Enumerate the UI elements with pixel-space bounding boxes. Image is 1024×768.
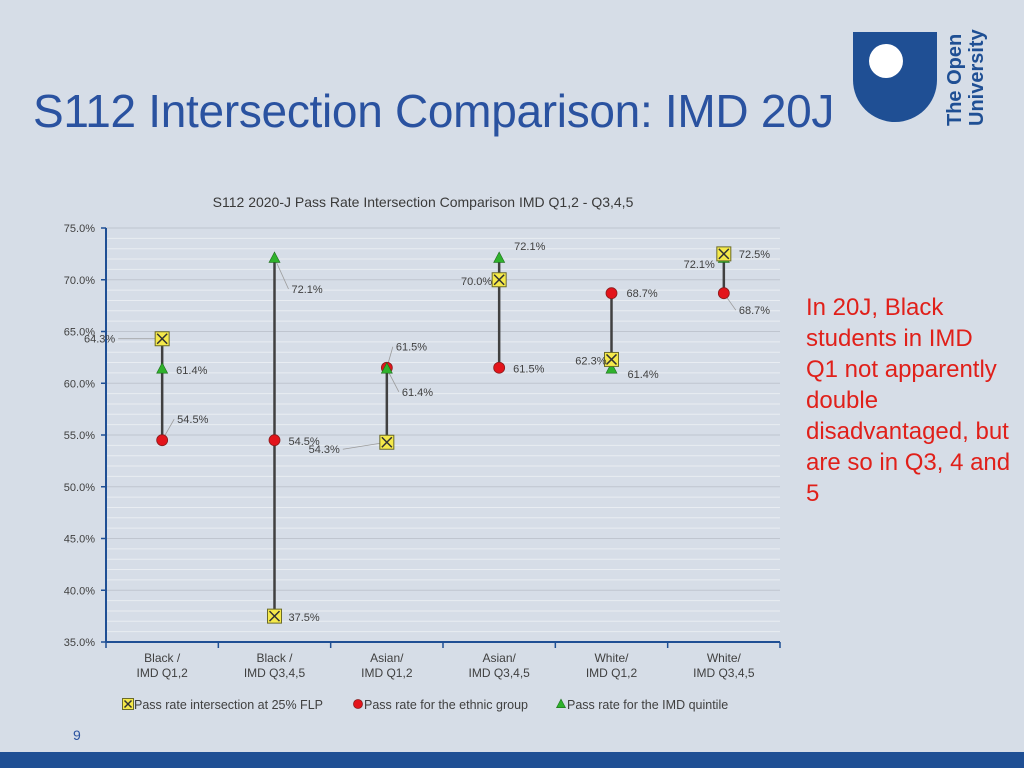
pass-rate-chart: S112 2020-J Pass Rate Intersection Compa… — [64, 194, 781, 712]
ethnic-group-marker — [156, 434, 169, 447]
chart-title: S112 2020-J Pass Rate Intersection Compa… — [213, 194, 634, 210]
chart-gridlines — [106, 227, 780, 633]
imd-quintile-marker — [156, 362, 169, 374]
intersection-marker — [604, 351, 619, 367]
ethnic-group-marker — [717, 287, 730, 300]
marker-x — [156, 333, 168, 345]
ethnic-group-marker — [605, 287, 618, 300]
data-label: 61.5% — [396, 342, 427, 354]
marker-x — [605, 353, 618, 365]
intersection-marker — [267, 608, 282, 624]
imd-quintile-marker — [268, 251, 281, 263]
x-category-label: IMD Q3,4,5 — [693, 666, 755, 680]
legend-label: Pass rate for the IMD quintile — [567, 698, 728, 712]
legend-label: Pass rate intersection at 25% FLP — [134, 698, 323, 712]
page-number: 9 — [73, 727, 81, 743]
x-category-label: IMD Q3,4,5 — [468, 666, 530, 680]
marker-x — [493, 274, 505, 286]
data-label: 54.5% — [289, 436, 320, 448]
slide-title: S112 Intersection Comparison: IMD 20J — [33, 85, 835, 137]
marker-x — [381, 436, 393, 448]
ethnic-group-marker — [493, 361, 506, 374]
data-label: 68.7% — [739, 305, 770, 317]
legend-label: Pass rate for the ethnic group — [364, 698, 528, 712]
x-category-label: Black / — [144, 651, 181, 665]
y-tick-label: 45.0% — [64, 534, 95, 546]
marker-x — [718, 248, 730, 260]
x-category-label: White/ — [594, 651, 629, 665]
intersection-marker — [379, 434, 395, 450]
chart-axes: 75.0% 70.0% 65.0% 60.0% 55.0% 50.0% 45.0% 40.0%… — [64, 223, 781, 680]
imd-quintile-marker — [605, 362, 618, 374]
label-leader-line — [274, 257, 289, 290]
chart-legend: Pass rate intersection at 25% FLP Pass ra… — [122, 698, 728, 712]
y-tick-label: 55.0% — [64, 430, 95, 442]
data-label: 72.5% — [739, 249, 770, 261]
data-label: 61.4% — [628, 369, 659, 381]
data-label: 61.5% — [513, 364, 544, 376]
y-tick-label: 70.0% — [64, 275, 95, 287]
x-category-label: IMD Q1,2 — [136, 666, 188, 680]
ethnic-group-marker — [268, 434, 281, 447]
y-tick-label: 75.0% — [64, 223, 95, 235]
data-label: 64.3% — [84, 334, 115, 346]
data-label: 37.5% — [289, 612, 320, 624]
data-label: 72.1% — [684, 259, 715, 271]
imd-quintile-marker — [493, 251, 506, 263]
marker-x — [268, 610, 281, 622]
intersection-marker — [716, 246, 732, 262]
data-label: 54.3% — [309, 444, 340, 456]
data-label: 72.1% — [292, 284, 323, 296]
chart-marks — [154, 246, 732, 624]
callout-text: In 20J, Black students in IMD Q1 not app… — [806, 294, 1011, 507]
x-category-label: IMD Q1,2 — [586, 666, 638, 680]
x-category-label: IMD Q1,2 — [361, 666, 413, 680]
y-tick-label: 40.0% — [64, 585, 95, 597]
footer-bar — [0, 752, 1024, 768]
x-category-label: White/ — [707, 651, 742, 665]
data-label: 61.4% — [402, 387, 433, 399]
x-category-label: Asian/ — [482, 651, 516, 665]
y-tick-label: 65.0% — [64, 327, 95, 339]
x-category-label: Asian/ — [370, 651, 404, 665]
data-label: 61.4% — [176, 365, 207, 377]
chart-data-labels: 64.3% 37.5% 54.3% 70.0% 62.3% 72.5% 54.5% 54.5%… — [84, 241, 770, 624]
marker-x — [123, 699, 133, 709]
x-category-label: Black / — [256, 651, 293, 665]
data-label: 68.7% — [627, 288, 658, 300]
y-tick-label: 50.0% — [64, 482, 95, 494]
legend-imd-marker — [556, 698, 566, 708]
legend-intersection-marker — [122, 698, 134, 710]
legend-ethnic-marker — [353, 699, 363, 709]
open-university-logo — [853, 32, 937, 122]
imd-quintile-marker — [380, 362, 393, 374]
data-label: 54.5% — [177, 414, 208, 426]
logo-circle — [869, 44, 903, 78]
intersection-marker — [491, 272, 507, 288]
y-tick-label: 35.0% — [64, 637, 95, 649]
data-label: 62.3% — [575, 355, 606, 367]
data-label: 70.0% — [461, 276, 492, 288]
intersection-marker — [154, 331, 170, 347]
x-category-label: IMD Q3,4,5 — [244, 666, 306, 680]
y-tick-label: 60.0% — [64, 378, 95, 390]
data-label: 72.1% — [514, 241, 545, 253]
